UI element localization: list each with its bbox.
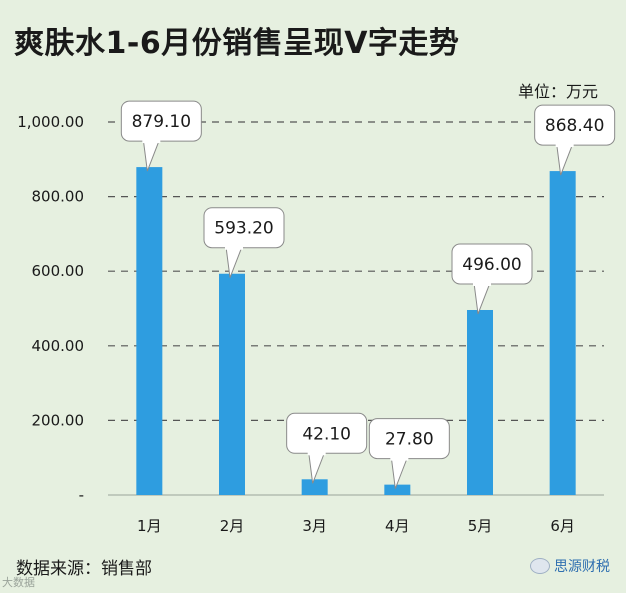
callout-pointer: [390, 457, 409, 489]
x-tick-label: 5月: [468, 517, 493, 535]
bar: [219, 273, 245, 495]
y-tick-label: 600.00: [32, 262, 85, 280]
callout-box: [286, 412, 368, 454]
chart-title: 爽肤水1-6月份销售呈现V字走势: [14, 26, 460, 61]
y-tick-label: 200.00: [32, 411, 85, 429]
callout-joint: [142, 138, 161, 144]
data-label: 496.00: [462, 255, 521, 275]
bar: [301, 479, 328, 495]
callout-pointer: [142, 139, 161, 172]
y-tick-label: 400.00: [32, 337, 85, 355]
y-tick-label: 800.00: [32, 188, 85, 206]
callout-pointer: [308, 451, 326, 484]
data-label: 868.40: [545, 116, 604, 136]
data-label: 593.20: [214, 219, 273, 239]
data-source: 数据来源：销售部: [16, 559, 152, 579]
callout-box: [120, 100, 202, 142]
data-label: 27.80: [385, 430, 434, 450]
callout-box: [534, 104, 616, 146]
callout-pointer: [473, 282, 491, 315]
callout-joint: [225, 244, 243, 250]
callout-box: [203, 207, 285, 249]
brand-name: 思源财税: [554, 559, 610, 575]
data-label: 879.10: [132, 112, 191, 132]
callout-joint: [555, 142, 574, 148]
bar: [384, 484, 411, 495]
callout-box: [368, 418, 450, 460]
callout-pointer: [225, 246, 243, 278]
bar: [136, 167, 163, 495]
wechat-icon: [530, 558, 550, 574]
bar: [467, 309, 493, 495]
callout-joint: [390, 455, 409, 461]
bar: [549, 171, 576, 496]
y-tick-label: 1,000.00: [17, 113, 84, 131]
callout-pointer: [556, 143, 574, 176]
x-tick-label: 6月: [550, 517, 575, 535]
x-tick-label: 2月: [220, 517, 245, 535]
y-tick-label: -: [79, 486, 84, 504]
callout-box: [451, 243, 533, 285]
data-label: 42.10: [302, 424, 351, 444]
x-tick-label: 3月: [302, 517, 327, 535]
x-tick-label: 1月: [137, 517, 162, 535]
callout-joint: [473, 280, 491, 286]
watermark: 大数据: [2, 576, 35, 589]
x-tick-label: 4月: [385, 517, 410, 535]
unit-label: 单位：万元: [517, 82, 598, 101]
callout-joint: [307, 450, 326, 456]
brand: 思源财税: [530, 556, 610, 576]
